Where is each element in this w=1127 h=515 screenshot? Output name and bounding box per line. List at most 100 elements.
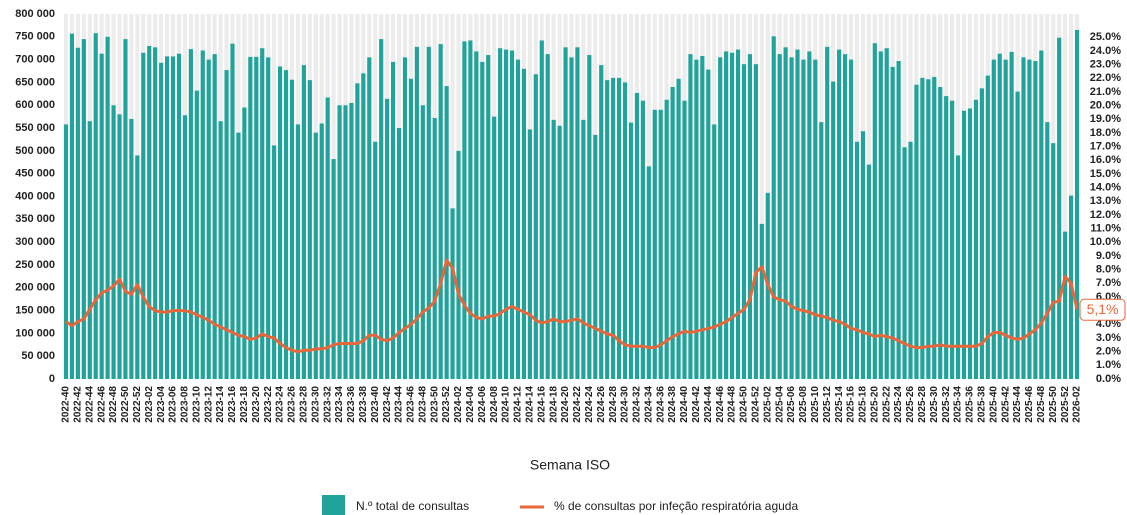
x-tick-label: 2024-42 (691, 386, 702, 423)
bar (170, 56, 176, 380)
x-tick-label: 2025-38 (977, 386, 988, 423)
bar (842, 54, 848, 380)
x-tick-label: 2026-02 (1072, 386, 1083, 423)
y2-tick-label: 8.0% (1096, 264, 1121, 276)
y-tick-label: 600 000 (15, 99, 55, 111)
bar (955, 155, 961, 379)
x-tick-label: 2025-18 (858, 386, 869, 423)
bar (147, 45, 152, 379)
x-tick-label: 2023-28 (299, 386, 310, 423)
bar (99, 53, 104, 379)
x-tick-label: 2025-14 (834, 386, 845, 423)
bar (961, 110, 967, 379)
bar (747, 54, 753, 380)
bar (819, 122, 824, 379)
y2-tick-label: 4.0% (1096, 318, 1121, 330)
bar (616, 77, 622, 379)
bar (248, 56, 253, 379)
bar (129, 118, 134, 379)
bar (890, 66, 895, 380)
bar (1045, 122, 1050, 379)
y-tick-label: 250 000 (15, 259, 55, 271)
x-tick-label: 2022-46 (96, 386, 107, 423)
y-tick-label: 50 000 (21, 350, 55, 362)
bar (153, 47, 158, 380)
bar (266, 57, 271, 379)
bar (569, 57, 574, 379)
x-tick-label: 2023-10 (191, 386, 202, 423)
bar (611, 77, 616, 379)
y-tick-label: 450 000 (15, 168, 55, 180)
bar (367, 57, 372, 379)
bar (75, 47, 80, 379)
bar (1033, 60, 1038, 380)
y2-tick-label: 22.0% (1090, 72, 1121, 84)
bar (123, 39, 128, 379)
x-tick-label: 2023-22 (263, 386, 274, 423)
bar (587, 55, 592, 379)
x-tick-label: 2025-22 (881, 386, 892, 423)
bar (783, 47, 788, 380)
bar (355, 83, 360, 379)
y2-tick-label: 16.0% (1090, 154, 1121, 166)
bar (563, 47, 568, 380)
bar (902, 147, 907, 379)
x-tick-label: 2025-30 (929, 386, 940, 423)
y2-tick-label: 19.0% (1090, 113, 1121, 125)
bar (164, 56, 170, 380)
x-tick-label: 2025-10 (810, 386, 821, 423)
bar (670, 87, 675, 379)
bar (694, 59, 699, 379)
bar (854, 141, 860, 379)
x-tick-label: 2023-36 (346, 386, 357, 423)
x-tick-label: 2023-04 (156, 386, 167, 423)
x-tick-label: 2022-42 (73, 386, 84, 423)
bar (682, 100, 687, 379)
bar (896, 60, 901, 380)
y2-tick-label: 9.0% (1096, 250, 1121, 262)
bar (1015, 91, 1020, 379)
y2-tick-label: 18.0% (1090, 127, 1121, 139)
x-tick-label: 2025-44 (1012, 386, 1023, 423)
bar (498, 48, 503, 379)
x-tick-label: 2025-04 (774, 386, 785, 423)
bar (599, 65, 604, 379)
bar (938, 87, 943, 379)
y2-tick-label: 21.0% (1090, 86, 1121, 98)
bar (295, 124, 301, 379)
x-tick-label: 2025-34 (953, 386, 964, 423)
x-tick-label: 2025-02 (762, 386, 773, 423)
bar (593, 134, 598, 379)
bar (676, 78, 681, 379)
column-bg (450, 14, 455, 379)
bar (866, 164, 871, 379)
bar (230, 43, 235, 379)
y2-tick-label: 14.0% (1090, 182, 1121, 194)
bar (408, 78, 414, 379)
bar (872, 43, 877, 379)
bar (521, 68, 527, 379)
bar (950, 100, 955, 379)
x-tick-label: 2024-44 (703, 386, 714, 423)
bar (135, 155, 140, 379)
x-tick-label: 2024-04 (465, 386, 476, 423)
bar (402, 57, 408, 379)
x-tick-label: 2024-26 (596, 386, 607, 423)
bar (706, 69, 711, 379)
bar (837, 49, 842, 380)
bar (277, 66, 283, 379)
bar (640, 100, 645, 379)
bar (69, 33, 75, 380)
x-tick-label: 2025-48 (1036, 386, 1047, 423)
bar (813, 59, 818, 379)
y2-tick-label: 1.0% (1096, 359, 1121, 371)
bar (515, 59, 521, 379)
bar (93, 33, 98, 379)
bar (81, 39, 86, 379)
bar (141, 52, 146, 379)
bar (361, 73, 366, 379)
x-tick-label: 2025-42 (1000, 386, 1011, 423)
y-tick-label: 500 000 (15, 145, 55, 157)
x-tick-label: 2023-42 (382, 386, 393, 423)
bar (450, 208, 455, 379)
